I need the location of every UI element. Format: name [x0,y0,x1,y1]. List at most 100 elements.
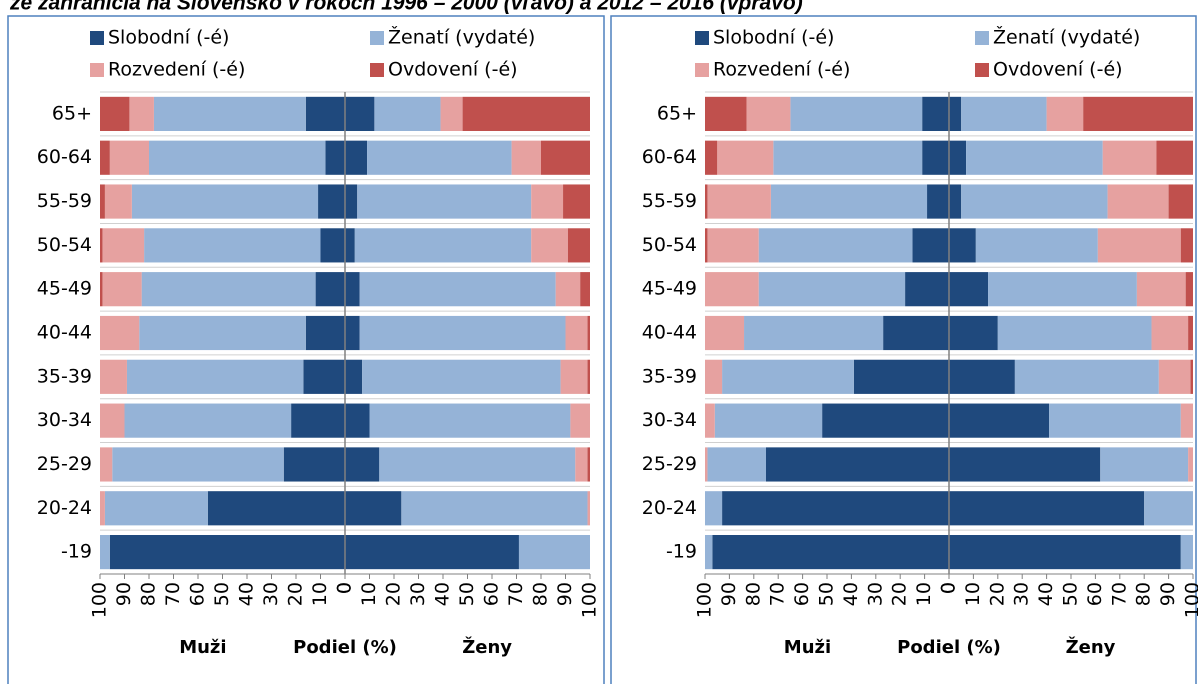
bar-women [1100,447,1189,482]
bar-men [100,491,105,526]
y-tick-label: 35-39 [37,365,92,387]
bar-men [883,315,949,351]
legend-label: Slobodní (-é) [713,27,834,49]
bar-men [853,359,949,394]
y-tick-label: 65+ [657,102,697,124]
bar-women [345,447,380,482]
bar-men [144,228,321,263]
bar-women [1188,447,1193,482]
bar-men [102,228,145,263]
bar-women [531,184,564,219]
bar-women [1151,315,1189,351]
x-tick-label: 40 [840,582,862,606]
bar-women [345,315,360,351]
bar-men [100,96,130,131]
bar-men [109,535,345,570]
legend-swatch [90,31,104,45]
bar-men [705,535,713,570]
bar-men [109,140,149,175]
x-tick-label: 50 [816,582,838,606]
bar-men [318,184,345,219]
legend-swatch [695,31,709,45]
bar-women [961,96,1047,131]
x-tick-label: 10 [962,582,984,606]
legend-label: Rozvedení (-é) [713,59,850,81]
bar-men [100,447,113,482]
x-tick-label: 20 [285,582,307,606]
bar-men [100,140,110,175]
bar-women [1168,184,1193,219]
bar-women [1097,228,1181,263]
bar-men [104,491,208,526]
bar-men [291,403,345,438]
bar-women [570,403,590,438]
bar-women [345,272,360,307]
legend-swatch [90,63,104,77]
bar-men [100,535,110,570]
bar-women [949,184,962,219]
y-tick-label: 50-54 [37,234,92,256]
x-tick-label: 0 [334,582,356,594]
bar-women [949,403,1050,438]
x-tick-label: 100 [579,582,601,618]
bar-women [379,447,576,482]
bar-women [345,96,375,131]
bar-men [141,272,316,307]
bar-men [100,228,103,263]
bar-men [712,535,949,570]
bar-women [1180,535,1193,570]
bar-women [949,140,967,175]
bar-women [345,359,363,394]
bar-men [102,272,142,307]
bar-women [1014,359,1159,394]
y-tick-label: 35-39 [642,365,697,387]
bar-women [1156,140,1193,175]
bar-men [315,272,345,307]
x-axis-label: Podiel (%) [293,637,397,658]
bar-men [746,96,791,131]
bar-men [722,359,854,394]
bar-men [705,403,715,438]
bar-women [961,184,1108,219]
bar-women [1158,359,1191,394]
bar-men [305,96,345,131]
x-tick-label: 60 [791,582,813,606]
bar-men [112,447,284,482]
bar-women [1190,359,1193,394]
bar-women [555,272,581,307]
bar-women [565,315,588,351]
bar-women [354,228,532,263]
bar-women [518,535,590,570]
legend-swatch [695,63,709,77]
bar-men [790,96,923,131]
bar-women [345,491,402,526]
bar-men [100,184,105,219]
x-tick-label: 30 [407,582,429,606]
x-tick-label: 90 [1157,582,1179,606]
y-tick-label: 65+ [52,102,92,124]
bar-men [705,272,759,307]
bar-women [560,359,588,394]
bar-men [305,315,345,351]
x-tick-label: 70 [767,582,789,606]
x-tick-label: 70 [505,582,527,606]
bar-women [1046,96,1084,131]
y-tick-label: -19 [61,541,92,563]
bar-men [129,96,154,131]
y-tick-label: 60-64 [37,146,92,168]
bar-men [705,447,708,482]
bar-women [357,184,532,219]
bar-men [705,184,708,219]
men-label: Muži [179,637,226,658]
bar-women [966,140,1103,175]
bar-men [131,184,319,219]
bar-men [325,140,345,175]
bar-women [1049,403,1181,438]
y-tick-label: 40-44 [37,322,92,344]
y-tick-label: 55-59 [37,190,92,212]
x-tick-label: 80 [138,582,160,606]
bar-men [149,140,326,175]
bar-women [362,359,561,394]
legend-label: Rozvedení (-é) [108,59,245,81]
